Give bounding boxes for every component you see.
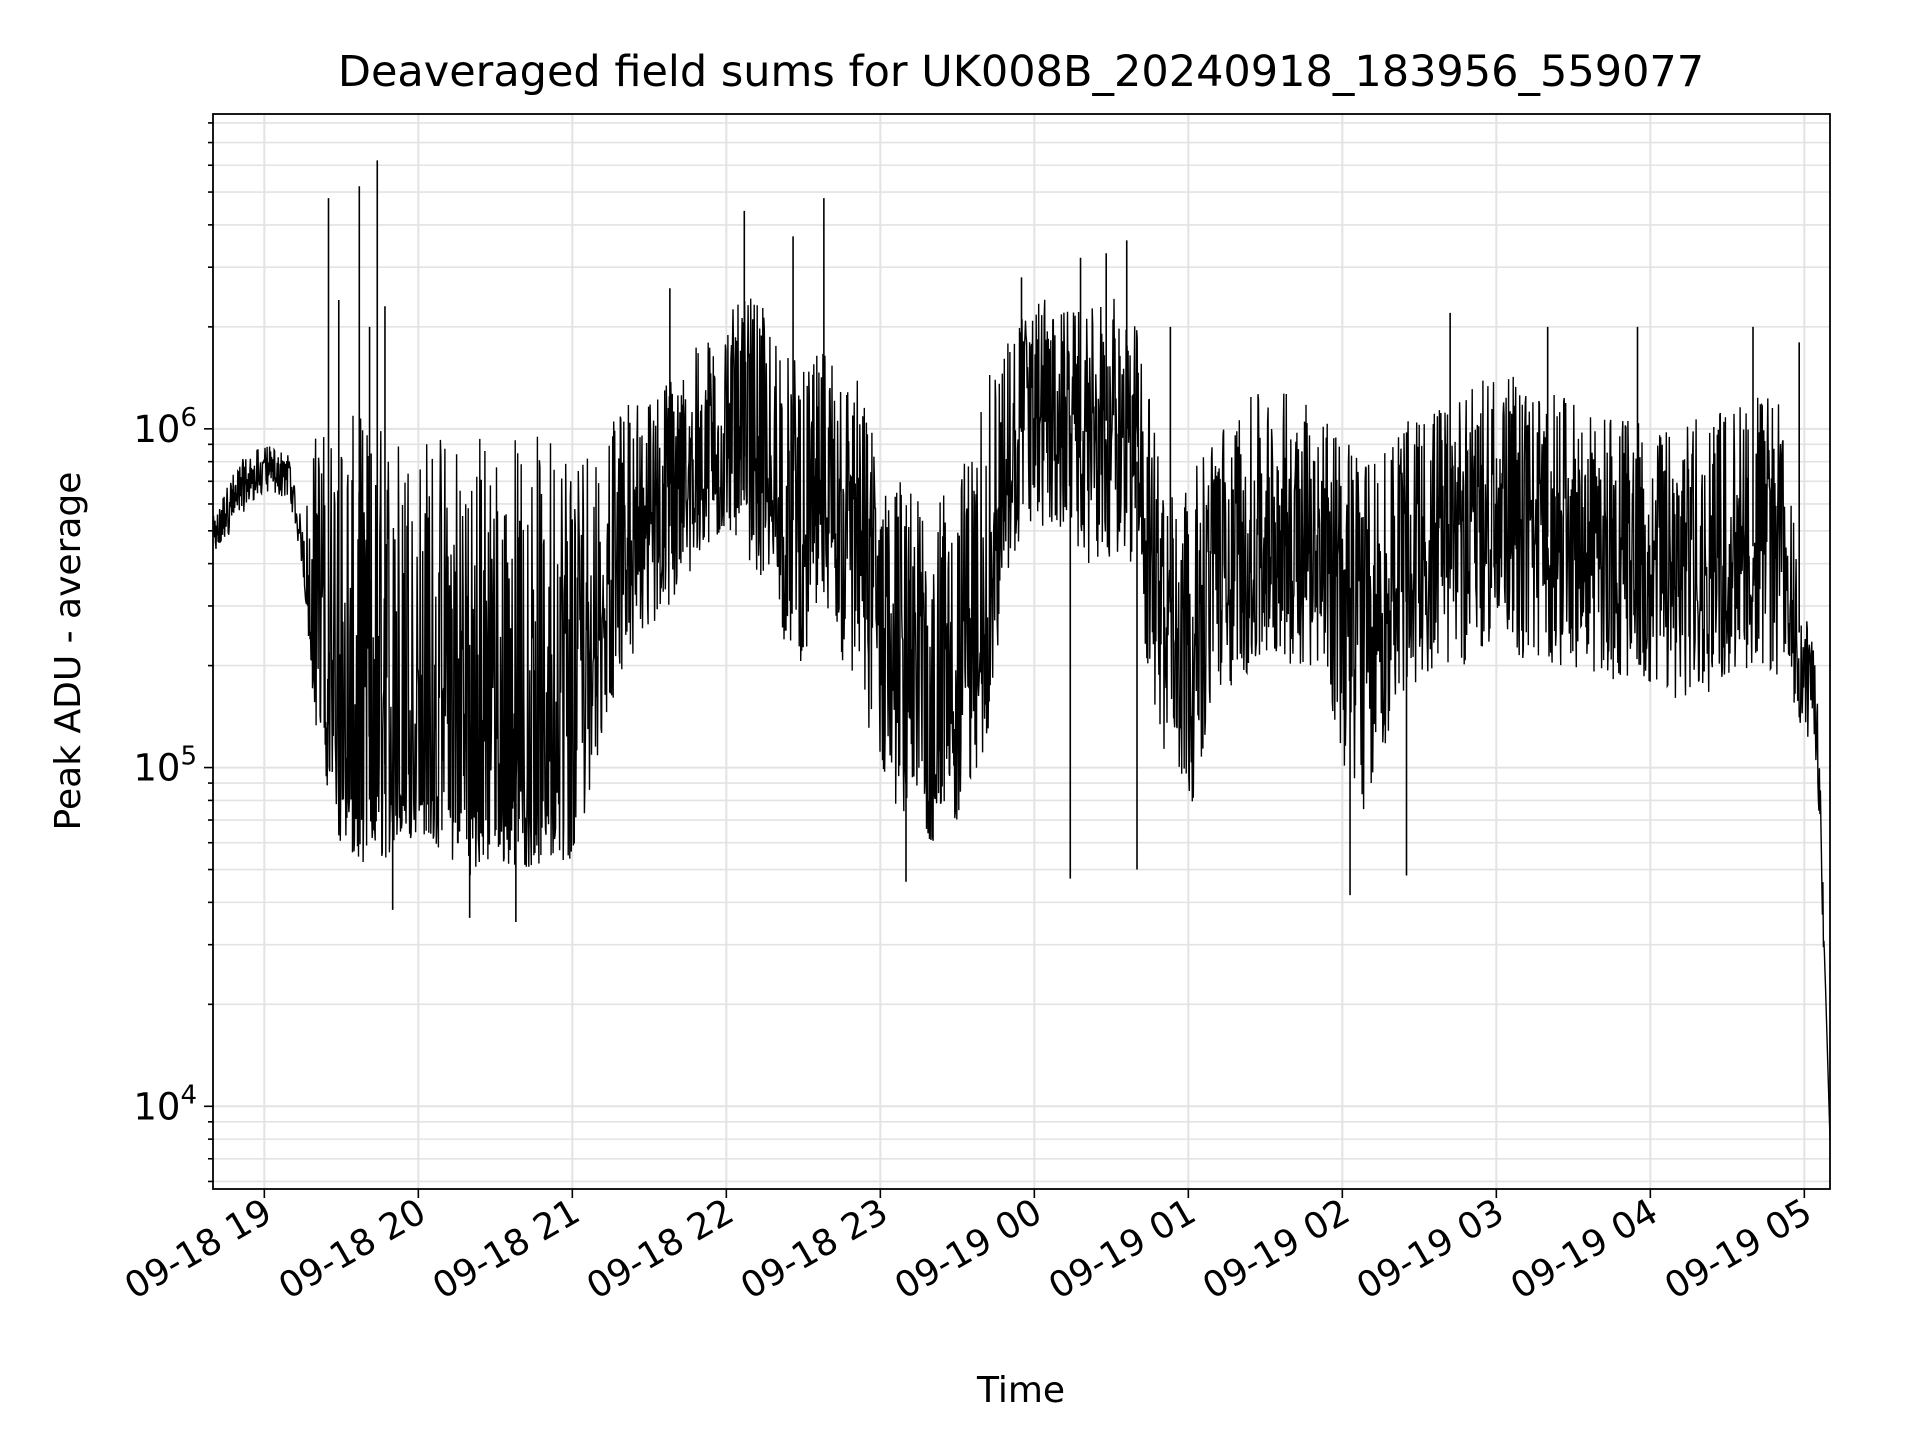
y-tick-label: 105 bbox=[133, 742, 197, 790]
y-axis-label: Peak ADU - average bbox=[48, 472, 89, 831]
y-tick-label: 106 bbox=[133, 403, 197, 451]
y-tick-label: 104 bbox=[133, 1080, 197, 1128]
data-series bbox=[213, 160, 1830, 1140]
y-axis-ticks: 104 105 106 bbox=[133, 122, 213, 1183]
chart-title: Deaveraged field sums for UK008B_2024091… bbox=[338, 47, 1704, 97]
axes-frame bbox=[212, 113, 1831, 1190]
plot-area bbox=[213, 160, 1830, 1140]
x-axis-label: Time bbox=[976, 1370, 1065, 1411]
